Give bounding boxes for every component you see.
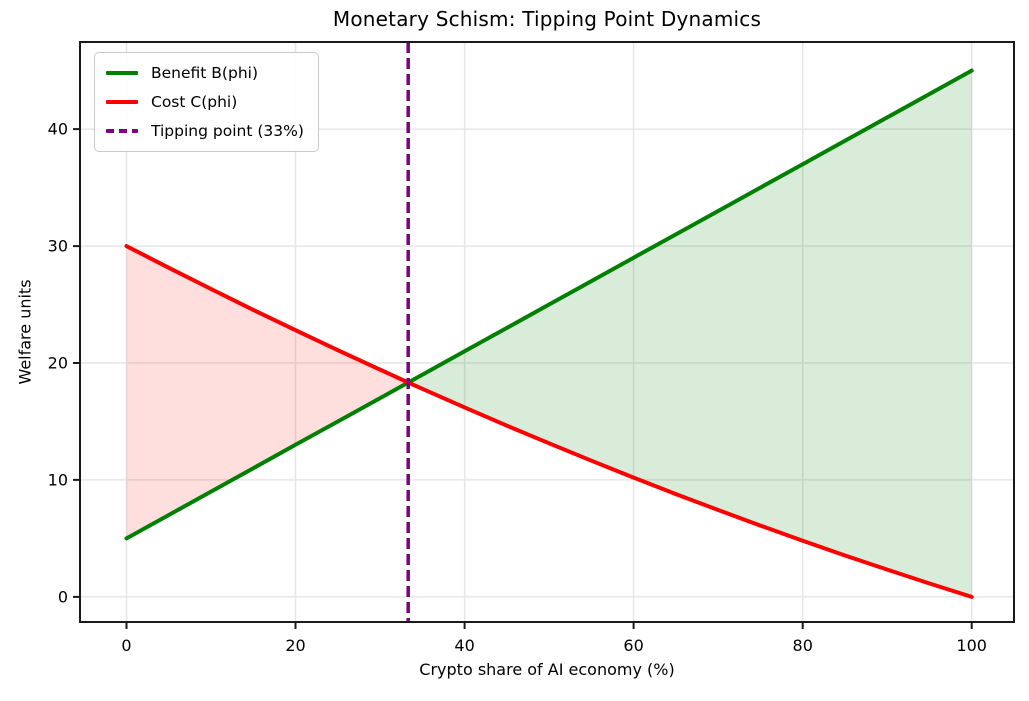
series-line-benefit	[124, 68, 974, 541]
x-tick-marks	[125, 622, 973, 629]
legend-label-benefit: Benefit B(phi)	[151, 63, 258, 82]
chart-title: Monetary Schism: Tipping Point Dynamics	[332, 7, 762, 31]
legend-label-tipping-point: Tipping point (33%)	[151, 121, 304, 140]
x-tick-labels: 0 20 40 60 80 100	[121, 636, 987, 655]
axes-spines	[79, 41, 1015, 623]
legend-entry-cost: Cost C(phi)	[106, 92, 304, 112]
svg-text:20: 20	[48, 354, 68, 373]
cost-line-swatch-icon	[106, 100, 138, 104]
legend-entry-tipping-point: Tipping point (33%)	[106, 121, 304, 141]
net-cost-region	[126, 246, 409, 539]
net-benefit-region	[408, 70, 972, 597]
x-axis-label: Crypto share of AI economy (%)	[419, 660, 675, 679]
legend: Benefit B(phi) Cost C(phi) Tipping point…	[94, 52, 319, 152]
svg-text:100: 100	[956, 636, 987, 655]
legend-entry-benefit: Benefit B(phi)	[106, 63, 304, 83]
legend-label-cost: Cost C(phi)	[151, 92, 238, 111]
series-line-cost	[124, 244, 974, 599]
svg-text:60: 60	[623, 636, 643, 655]
y-tick-marks	[73, 128, 80, 598]
svg-text:40: 40	[48, 120, 68, 139]
svg-text:0: 0	[58, 587, 68, 606]
svg-text:40: 40	[454, 636, 474, 655]
svg-text:0: 0	[121, 636, 131, 655]
svg-text:80: 80	[793, 636, 813, 655]
benefit-line-swatch-icon	[106, 71, 138, 75]
svg-text:10: 10	[48, 470, 68, 489]
y-tick-labels: 0 10 20 30 40	[48, 120, 68, 607]
tipping-point-dashed-swatch-icon	[106, 129, 138, 133]
svg-text:20: 20	[285, 636, 305, 655]
svg-text:30: 30	[48, 237, 68, 256]
y-axis-label: Welfare units	[15, 279, 35, 385]
